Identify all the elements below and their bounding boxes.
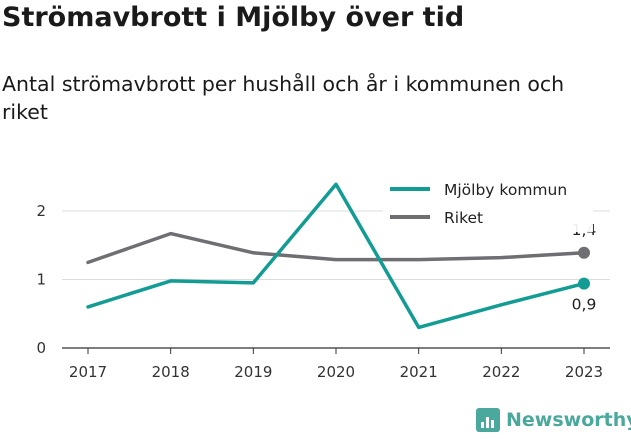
- y-axis-ticks: 0 1 2: [36, 202, 46, 357]
- data-label: 0,9: [572, 296, 597, 314]
- bar-chart-icon: [476, 408, 500, 432]
- series-line-riket: [86, 231, 586, 265]
- brand-name: Newsworthy: [506, 409, 631, 431]
- newsworthy-logo: Newsworthy: [476, 408, 631, 432]
- end-labels: 1,40,9: [572, 221, 597, 314]
- x-axis: 2017 2018 2019 2020 2021 2022 2023: [69, 348, 603, 381]
- series-lines: [86, 182, 590, 330]
- series-end-point: [578, 246, 590, 259]
- chart-subtitle: Antal strömavbrott per hushåll och år i …: [2, 72, 565, 124]
- x-tick-label: 2017: [69, 363, 107, 381]
- y-tick-label: 2: [36, 202, 46, 220]
- legend-label: Riket: [444, 209, 483, 227]
- legend-label: Mjölby kommun: [444, 181, 567, 199]
- series-end-point: [578, 277, 590, 290]
- y-tick-label: 1: [36, 271, 46, 289]
- series-line-mjolby: [86, 182, 586, 330]
- legend: Mjölby kommun Riket: [383, 174, 593, 232]
- x-tick-label: 2018: [152, 363, 190, 381]
- chart-title: Strömavbrott i Mjölby över tid: [2, 2, 465, 33]
- x-tick-label: 2019: [234, 363, 272, 381]
- x-tick-label: 2021: [400, 363, 438, 381]
- y-tick-label: 0: [36, 339, 46, 357]
- x-tick-label: 2023: [565, 363, 603, 381]
- x-tick-label: 2020: [317, 363, 355, 381]
- legend-background: [383, 174, 593, 232]
- x-tick-label: 2022: [482, 363, 520, 381]
